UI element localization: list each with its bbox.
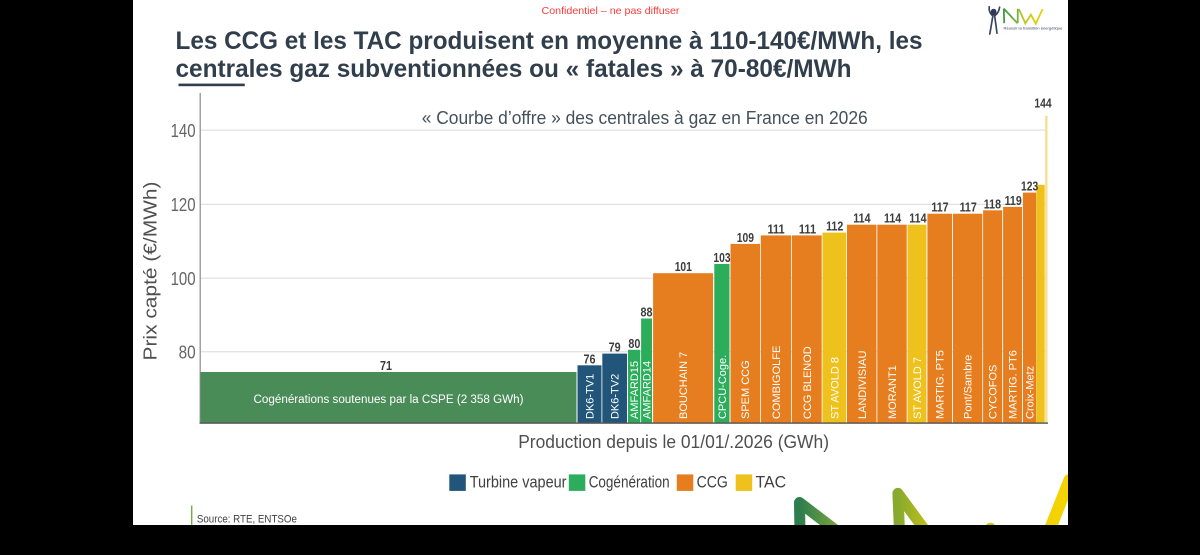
svg-text:Cogénération: Cogénération <box>588 473 669 492</box>
svg-text:ST AVOLD 8: ST AVOLD 8 <box>829 357 841 419</box>
svg-text:109: 109 <box>736 231 753 245</box>
svg-text:114: 114 <box>909 212 926 226</box>
svg-text:MARTIG. PT5: MARTIG. PT5 <box>934 350 946 419</box>
svg-text:76: 76 <box>583 352 595 366</box>
svg-text:AMFARD14: AMFARD14 <box>641 361 653 419</box>
svg-text:MARTIG. PT6: MARTIG. PT6 <box>1007 350 1019 419</box>
svg-text:COMBIGOLFE: COMBIGOLFE <box>770 346 782 419</box>
svg-text:80: 80 <box>178 343 195 363</box>
svg-text:118: 118 <box>983 197 1000 211</box>
svg-text:117: 117 <box>959 201 976 215</box>
svg-text:80: 80 <box>628 337 640 351</box>
svg-text:123: 123 <box>1021 180 1038 194</box>
svg-text:111: 111 <box>798 222 815 236</box>
svg-text:Croix-Metz: Croix-Metz <box>1024 366 1036 419</box>
svg-text:AMFARD15: AMFARD15 <box>629 361 641 419</box>
svg-text:TAC: TAC <box>755 473 786 492</box>
svg-text:79: 79 <box>608 341 620 355</box>
svg-text:114: 114 <box>884 212 901 226</box>
svg-text:114: 114 <box>853 212 870 226</box>
svg-text:Production depuis le 01/01/.20: Production depuis le 01/01/.2026 (GWh) <box>518 432 829 452</box>
svg-text:117: 117 <box>931 201 948 215</box>
svg-text:111: 111 <box>767 222 784 236</box>
svg-text:DK6-TV2: DK6-TV2 <box>609 374 621 419</box>
svg-text:Réussir la transition énergéti: Réussir la transition énergétique <box>1003 26 1063 31</box>
svg-text:CPCU-Coge.: CPCU-Coge. <box>716 355 728 419</box>
svg-text:ST AVOLD 7: ST AVOLD 7 <box>912 357 924 419</box>
svg-text:119: 119 <box>1004 194 1021 208</box>
svg-text:100: 100 <box>170 269 195 289</box>
svg-text:LANDIVISIAU: LANDIVISIAU <box>856 350 868 419</box>
svg-text:BOUCHAIN 7: BOUCHAIN 7 <box>678 352 690 419</box>
svg-text:Pont/Sambre: Pont/Sambre <box>962 355 974 419</box>
svg-text:CCG: CCG <box>696 473 727 492</box>
svg-text:DK6-TV1: DK6-TV1 <box>584 374 596 419</box>
svg-text:« Courbe d’offre » des central: « Courbe d’offre » des centrales à gaz e… <box>421 108 867 128</box>
svg-text:SPEM CCG: SPEM CCG <box>740 360 752 419</box>
svg-text:112: 112 <box>826 220 843 234</box>
svg-text:CYCOFOS: CYCOFOS <box>987 365 999 419</box>
svg-text:144: 144 <box>1034 97 1051 111</box>
svg-text:120: 120 <box>170 195 195 215</box>
svg-text:71: 71 <box>380 359 392 373</box>
svg-text:MORANT1: MORANT1 <box>887 365 899 419</box>
svg-text:Turbine vapeur: Turbine vapeur <box>469 473 566 492</box>
svg-text:Cogénérations soutenues par la: Cogénérations soutenues par la CSPE (2 3… <box>253 394 523 406</box>
svg-text:Confidentiel – ne pas diffuser: Confidentiel – ne pas diffuser <box>541 5 679 17</box>
svg-text:140: 140 <box>170 121 195 141</box>
svg-text:103: 103 <box>713 251 730 265</box>
svg-text:Prix capté (€/MWh): Prix capté (€/MWh) <box>140 182 160 361</box>
svg-text:Les CCG et les TAC produisent: Les CCG et les TAC produisent en moyenne… <box>175 27 922 55</box>
svg-text:88: 88 <box>640 306 652 320</box>
svg-text:centrales gaz subventionnées o: centrales gaz subventionnées ou « fatale… <box>175 55 851 83</box>
svg-text:CCG BLENOD: CCG BLENOD <box>801 346 813 419</box>
svg-text:Source: RTE, ENTSOe: Source: RTE, ENTSOe <box>196 514 296 526</box>
svg-text:101: 101 <box>674 260 691 274</box>
